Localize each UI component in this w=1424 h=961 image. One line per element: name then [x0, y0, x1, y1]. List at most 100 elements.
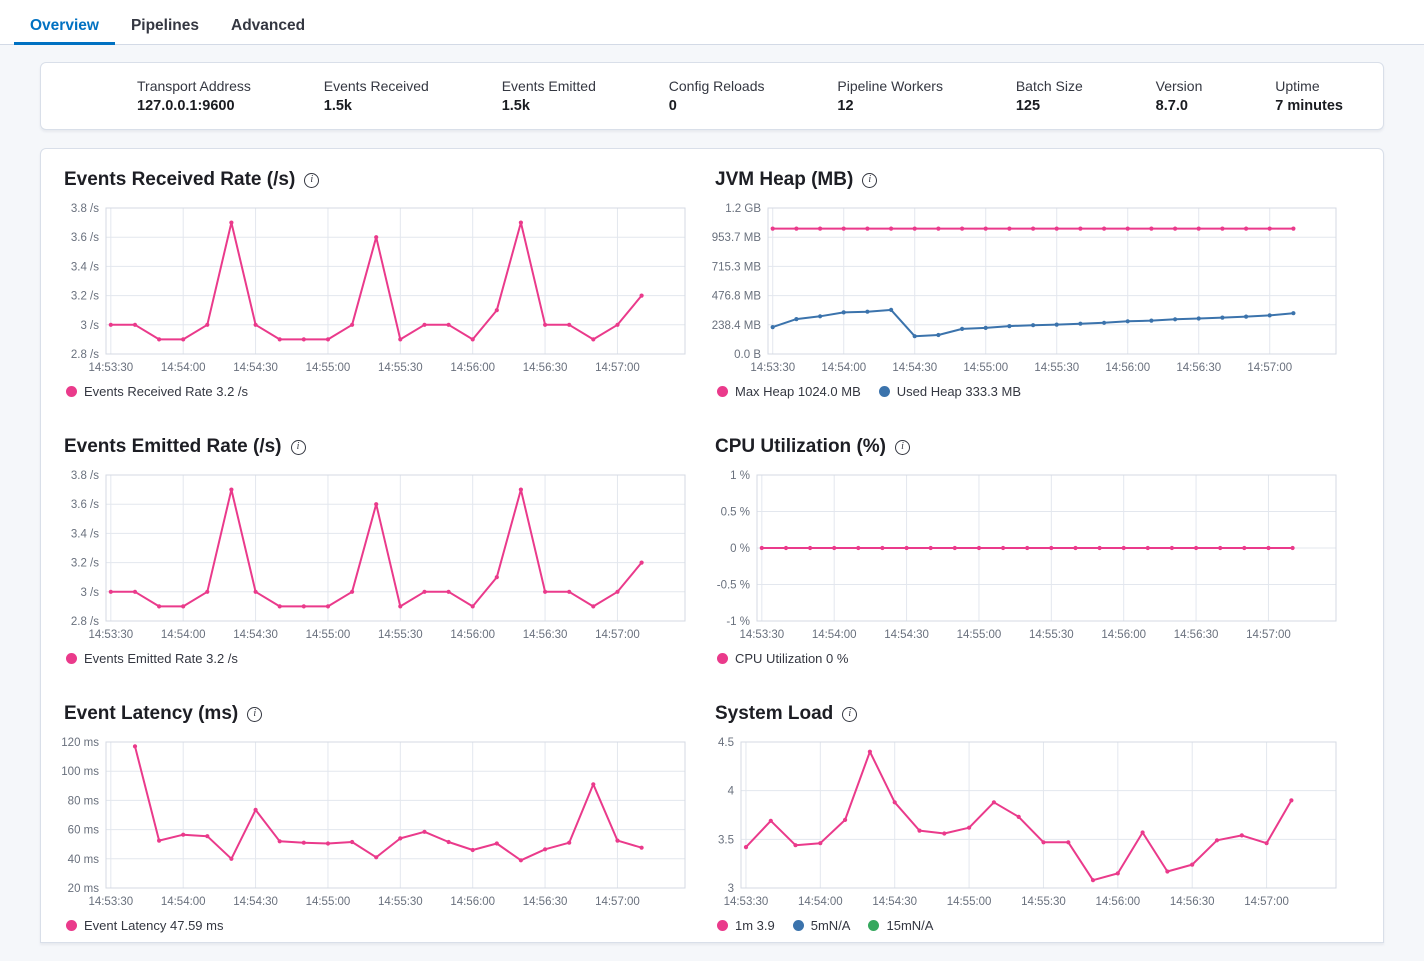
- svg-text:14:55:30: 14:55:30: [1034, 362, 1079, 374]
- chart-canvas[interactable]: 1.2 GB 953.7 MB 715.3 MB 476.8 MB 238.4 MB 0.…: [712, 202, 1338, 380]
- chart-legend: Event Latency 47.59 ms: [64, 918, 687, 933]
- chart-events-emitted-rate: Events Emitted Rate (/s) i 3.8 /s 3.6 /s 3.…: [64, 433, 687, 666]
- chart-canvas[interactable]: 1 % 0.5 % 0 % -0.5 % -1 % 14:53:30 14:54:00 14:…: [715, 469, 1338, 647]
- stat-value: 12: [837, 98, 854, 114]
- tab-advanced[interactable]: Advanced: [231, 16, 306, 34]
- legend-item[interactable]: Events Received Rate 3.2 /s: [66, 384, 248, 399]
- chart-canvas[interactable]: 3.8 /s 3.6 /s 3.4 /s 3.2 /s 3 /s 2.8 /s 14:53:…: [64, 469, 687, 647]
- svg-text:3.8 /s: 3.8 /s: [71, 203, 99, 215]
- svg-text:14:55:30: 14:55:30: [1029, 629, 1074, 641]
- info-icon[interactable]: i: [895, 439, 910, 455]
- svg-text:80 ms: 80 ms: [68, 795, 100, 807]
- svg-text:14:55:30: 14:55:30: [1021, 896, 1066, 908]
- svg-text:3.4 /s: 3.4 /s: [71, 528, 99, 540]
- chart-event-latency: Event Latency (ms) i 120 ms 100 ms 80 ms 60 …: [61, 700, 687, 933]
- svg-text:14:56:00: 14:56:00: [1105, 362, 1150, 374]
- legend-dot-icon: [66, 920, 77, 931]
- legend-item[interactable]: Event Latency 47.59 ms: [66, 918, 223, 933]
- legend-item[interactable]: 5mN/A: [792, 918, 850, 933]
- chart-legend: Events Emitted Rate 3.2 /s: [64, 651, 687, 666]
- chart-title: CPU Utilization (%): [715, 436, 886, 457]
- svg-text:14:57:00: 14:57:00: [1244, 896, 1289, 908]
- svg-text:0 %: 0 %: [730, 543, 750, 555]
- legend-label: Events Received Rate 3.2 /s: [84, 384, 249, 399]
- stat-uptime: Uptime 7 minutes: [1275, 78, 1343, 114]
- svg-text:20 ms: 20 ms: [68, 883, 100, 895]
- chart-canvas[interactable]: 4.5 4 3.5 3 14:53:30 14:54:00 14:54:30 14:55:00…: [715, 736, 1338, 914]
- legend-dot-icon: [792, 920, 804, 931]
- svg-text:14:56:00: 14:56:00: [1101, 629, 1146, 641]
- legend-item[interactable]: CPU Utilization 0 %: [717, 651, 848, 666]
- chart-canvas[interactable]: 3.8 /s 3.6 /s 3.4 /s 3.2 /s 3 /s 2.8 /s 14:53:…: [64, 202, 687, 380]
- svg-text:3 /s: 3 /s: [80, 320, 99, 332]
- chart-title: System Load: [715, 703, 834, 724]
- legend-item[interactable]: Events Emitted Rate 3.2 /s: [66, 651, 238, 666]
- stat-config-reloads: Config Reloads 0: [669, 78, 765, 114]
- legend-label: CPU Utilization 0 %: [735, 651, 849, 666]
- legend-label: 1m 3.9: [735, 918, 775, 933]
- stat-value: 1.5k: [323, 98, 352, 114]
- svg-text:14:53:30: 14:53:30: [88, 896, 133, 908]
- stat-label: Events Received: [323, 78, 429, 94]
- info-icon[interactable]: i: [304, 172, 320, 188]
- svg-text:4: 4: [728, 786, 735, 798]
- chart-title: JVM Heap (MB): [715, 169, 854, 190]
- svg-text:476.8 MB: 476.8 MB: [712, 291, 762, 303]
- legend-label: 15mN/A: [886, 918, 934, 933]
- svg-text:100 ms: 100 ms: [61, 766, 99, 778]
- legend-item[interactable]: 1m 3.9: [717, 918, 775, 933]
- legend-dot-icon: [868, 920, 880, 931]
- svg-text:3: 3: [728, 883, 734, 895]
- svg-text:-0.5 %: -0.5 %: [717, 580, 750, 592]
- svg-text:14:54:00: 14:54:00: [798, 896, 843, 908]
- info-icon[interactable]: i: [290, 439, 306, 455]
- svg-text:238.4 MB: 238.4 MB: [712, 320, 762, 332]
- svg-text:14:56:00: 14:56:00: [1095, 896, 1140, 908]
- summary-stat-bar: Transport Address 127.0.0.1:9600 Events …: [40, 62, 1384, 130]
- legend-label: Used Heap 333.3 MB: [896, 384, 1022, 399]
- chart-canvas[interactable]: 120 ms 100 ms 80 ms 60 ms 40 ms 20 ms 14:53:30…: [61, 736, 687, 914]
- svg-text:14:56:00: 14:56:00: [450, 362, 495, 374]
- legend-dot-icon: [717, 653, 728, 664]
- svg-text:14:53:30: 14:53:30: [88, 362, 133, 374]
- info-icon[interactable]: i: [842, 706, 858, 722]
- svg-text:3 /s: 3 /s: [80, 587, 99, 599]
- tab-pipelines[interactable]: Pipelines: [130, 16, 199, 34]
- stat-events-received: Events Received 1.5k: [324, 78, 429, 114]
- svg-text:14:56:00: 14:56:00: [450, 629, 495, 641]
- chart-jvm-heap: JVM Heap (MB) i 1.2 GB 953.7 MB 715.3 MB 476…: [712, 166, 1338, 399]
- legend-item[interactable]: Used Heap 333.3 MB: [878, 384, 1022, 399]
- chart-legend: Max Heap 1024.0 MB Used Heap 333.3 MB: [715, 384, 1338, 399]
- info-icon[interactable]: i: [247, 706, 263, 722]
- tab-overview[interactable]: Overview: [14, 6, 115, 45]
- svg-text:14:56:00: 14:56:00: [450, 896, 495, 908]
- svg-text:3.2 /s: 3.2 /s: [71, 558, 99, 570]
- svg-text:14:53:30: 14:53:30: [739, 629, 784, 641]
- legend-item[interactable]: Max Heap 1024.0 MB: [717, 384, 861, 399]
- legend-dot-icon: [717, 920, 728, 931]
- svg-text:953.7 MB: 953.7 MB: [712, 232, 762, 244]
- stat-label: Version: [1155, 78, 1203, 94]
- svg-text:3.5: 3.5: [718, 834, 734, 846]
- svg-text:715.3 MB: 715.3 MB: [712, 261, 762, 273]
- svg-text:14:56:30: 14:56:30: [523, 362, 568, 374]
- svg-text:14:55:00: 14:55:00: [957, 629, 1002, 641]
- svg-text:14:54:30: 14:54:30: [892, 362, 937, 374]
- stat-value: 1.5k: [501, 98, 530, 114]
- svg-text:14:57:00: 14:57:00: [595, 362, 640, 374]
- stat-value: 127.0.0.1:9600: [137, 98, 235, 114]
- stat-label: Pipeline Workers: [837, 78, 943, 94]
- svg-text:14:53:30: 14:53:30: [750, 362, 795, 374]
- svg-text:3.4 /s: 3.4 /s: [71, 261, 99, 273]
- stat-label: Batch Size: [1015, 78, 1083, 94]
- stat-label: Events Emitted: [501, 78, 596, 94]
- svg-text:14:54:00: 14:54:00: [161, 362, 206, 374]
- svg-text:14:57:00: 14:57:00: [1247, 362, 1292, 374]
- svg-text:14:55:00: 14:55:00: [947, 896, 992, 908]
- chart-legend: 1m 3.9 5mN/A 15mN/A: [715, 918, 1338, 933]
- svg-text:14:54:00: 14:54:00: [812, 629, 857, 641]
- svg-text:14:55:00: 14:55:00: [306, 896, 351, 908]
- stat-version: Version 8.7.0: [1156, 78, 1203, 114]
- info-icon[interactable]: i: [862, 172, 878, 188]
- legend-item[interactable]: 15mN/A: [868, 918, 933, 933]
